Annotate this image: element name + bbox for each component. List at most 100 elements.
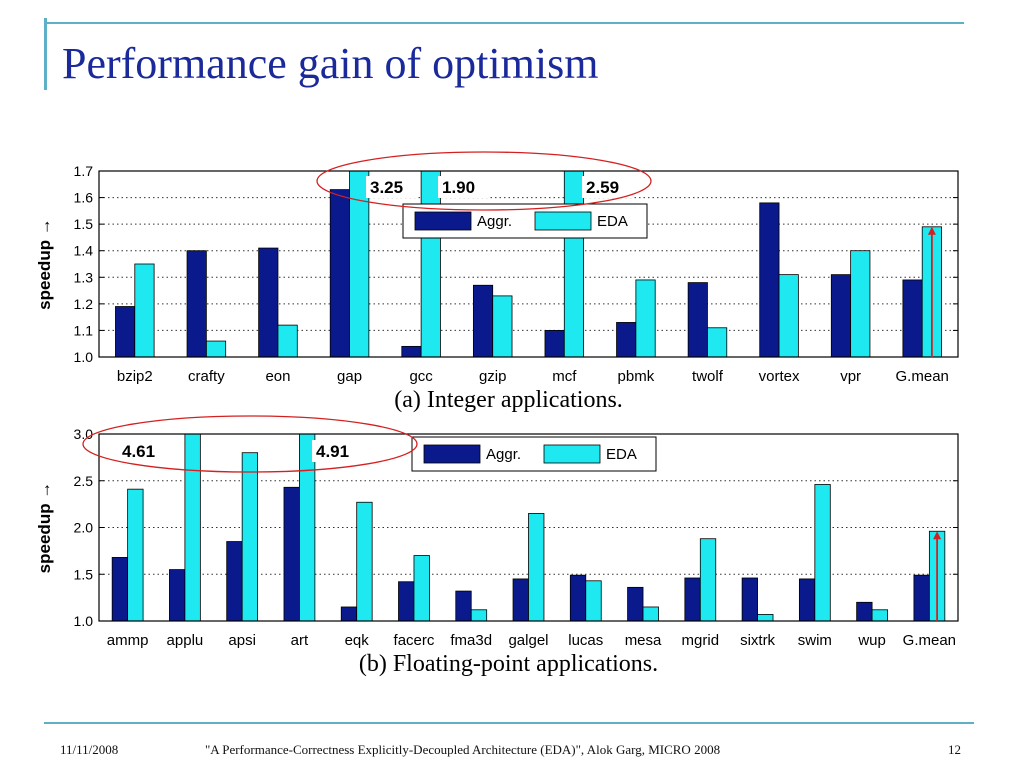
legend-swatch-eda (543, 444, 601, 464)
bar-eda-mesa (642, 606, 659, 622)
bar-aggr-facerc (398, 581, 415, 622)
chart-caption: (b) Floating-point applications. (359, 651, 658, 677)
y-tick-label: 2.5 (74, 473, 94, 489)
y-tick-label: 1.4 (74, 243, 94, 259)
bar-aggr-wup (856, 601, 873, 622)
bar-aggr-gzip (472, 284, 494, 358)
bar-aggr-art (283, 486, 300, 622)
bar-aggr-gcc (401, 345, 422, 358)
bar-eda-crafty (205, 340, 227, 358)
bar-eda-twolf (707, 327, 728, 358)
bar-eda-vpr (850, 250, 871, 358)
highlight-ellipse (316, 151, 652, 211)
bar-aggr-G.mean (913, 574, 930, 622)
x-tick-label: wup (857, 632, 886, 649)
y-tick-label: 1.3 (74, 269, 94, 285)
slide-frame-bottom-rule (44, 722, 974, 724)
legend-label-eda: EDA (597, 213, 628, 230)
bar-aggr-swim (798, 578, 816, 622)
bar-eda-mgrid (699, 538, 717, 622)
x-tick-label: fma3d (450, 632, 492, 649)
gmean-arrow-head (933, 531, 942, 540)
bar-eda-ammp (127, 488, 144, 622)
y-tick-label: 1.5 (74, 216, 94, 232)
x-tick-label: G.mean (903, 632, 956, 649)
x-tick-label: gap (337, 368, 362, 385)
slide-frame-top-rule (44, 22, 964, 24)
x-tick-label: apsi (228, 632, 256, 649)
bar-aggr-apsi (226, 541, 243, 622)
x-tick-label: bzip2 (117, 368, 153, 385)
y-tick-label: 1.6 (74, 190, 94, 206)
bar-aggr-sixtrk (741, 577, 758, 622)
y-axis-label: speedup → (35, 218, 54, 310)
bar-eda-swim (814, 484, 831, 622)
bar-eda-apsi (241, 452, 259, 622)
bar-eda-eqk (356, 501, 373, 622)
bar-eda-gzip (492, 295, 513, 358)
x-tick-label: mgrid (682, 632, 720, 649)
slide-frame-vertical-rule (44, 18, 47, 90)
x-tick-label: facerc (394, 632, 435, 649)
value-label-background (366, 176, 416, 198)
bar-aggr-ammp (111, 557, 129, 622)
y-tick-label: 1.1 (74, 322, 94, 338)
y-axis-label: speedup → (35, 482, 54, 574)
bar-aggr-eon (258, 247, 279, 358)
footer-date: 11/11/2008 (60, 742, 119, 757)
bar-aggr-crafty (186, 250, 207, 358)
footer-page-number: 12 (948, 742, 961, 757)
x-tick-label: vpr (840, 368, 861, 385)
bar-eda-applu (184, 433, 201, 622)
bar-eda-vortex (778, 274, 799, 358)
bar-aggr-fma3d (455, 590, 472, 622)
legend-swatch-aggr (423, 444, 481, 464)
bar-aggr-applu (169, 569, 186, 622)
value-label: 1.90 (442, 178, 475, 197)
x-tick-label: applu (167, 632, 204, 649)
x-tick-label: ammp (107, 632, 149, 649)
bar-eda-fma3d (470, 609, 488, 622)
bar-eda-art (299, 433, 316, 622)
x-tick-label: twolf (692, 368, 724, 385)
highlight-ellipse (82, 415, 418, 473)
y-tick-label: 1.0 (74, 613, 94, 629)
bar-eda-mcf (563, 170, 585, 358)
x-tick-label: mesa (625, 632, 662, 649)
x-tick-label: galgel (508, 632, 548, 649)
x-tick-label: G.mean (896, 368, 949, 385)
bar-aggr-G.mean (902, 279, 923, 358)
y-tick-label: 1.7 (74, 163, 94, 179)
bar-aggr-galgel (512, 578, 529, 622)
value-label-background (582, 176, 632, 198)
x-tick-label: swim (798, 632, 832, 649)
bar-eda-lucas (585, 580, 602, 622)
bar-aggr-lucas (569, 574, 587, 622)
x-tick-label: mcf (552, 368, 577, 385)
bar-eda-gcc (420, 170, 441, 358)
gmean-arrow-head (927, 226, 936, 235)
bar-aggr-mgrid (684, 577, 701, 622)
x-tick-label: pbmk (618, 368, 655, 385)
legend-swatch-eda (534, 211, 592, 231)
x-tick-label: art (291, 632, 309, 649)
value-label: 4.91 (316, 442, 349, 461)
bar-aggr-vpr (830, 274, 852, 358)
legend-label-eda: EDA (606, 446, 637, 463)
bar-aggr-bzip2 (115, 306, 136, 358)
legend-swatch-aggr (414, 211, 472, 231)
x-tick-label: vortex (759, 368, 800, 385)
value-label: 4.61 (122, 442, 155, 461)
bar-eda-pbmk (635, 279, 656, 358)
y-tick-label: 3.0 (74, 426, 94, 442)
value-label-background (438, 176, 488, 198)
bar-eda-galgel (528, 513, 545, 622)
y-tick-label: 1.2 (74, 296, 94, 312)
bar-eda-wup (871, 609, 888, 622)
slide-title: Performance gain of optimism (62, 39, 599, 88)
value-label-background (118, 440, 168, 462)
plot-area-border (98, 433, 959, 622)
x-tick-label: sixtrk (740, 632, 775, 649)
bar-eda-facerc (413, 555, 430, 622)
x-tick-label: gcc (409, 368, 433, 385)
